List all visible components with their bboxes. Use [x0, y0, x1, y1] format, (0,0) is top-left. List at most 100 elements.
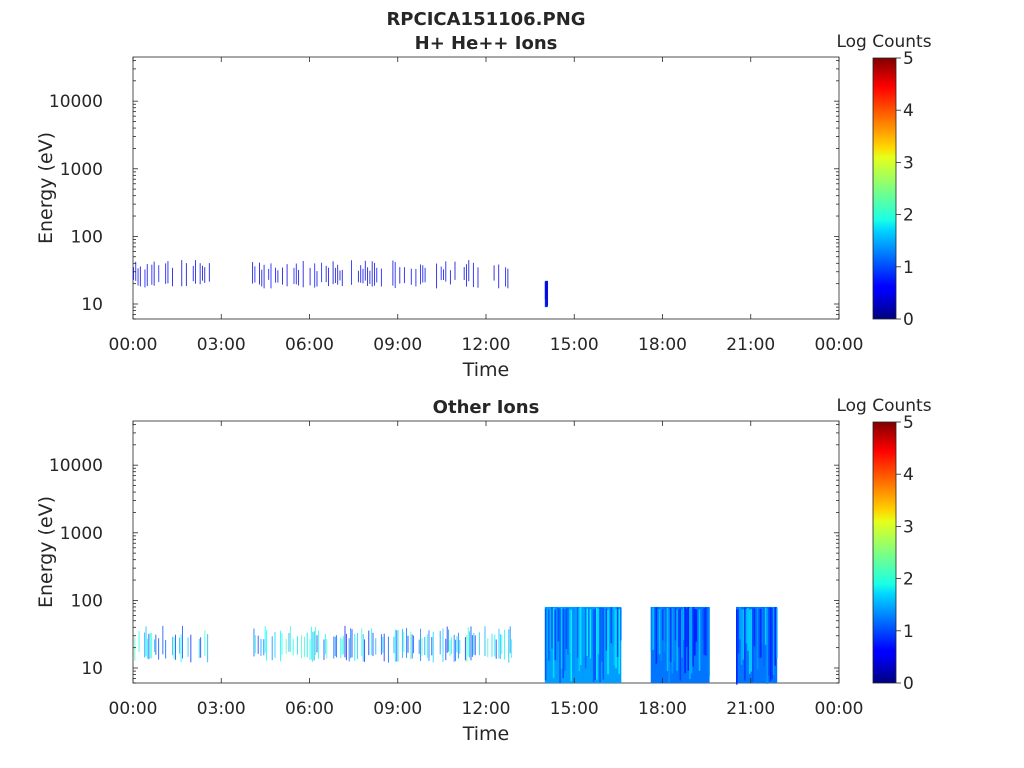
data-cell: [661, 609, 664, 641]
data-block: [544, 280, 549, 308]
data-cell: [567, 607, 569, 655]
data-cell: [498, 264, 500, 289]
data-cell: [681, 609, 683, 658]
data-cell: [687, 607, 690, 671]
data-cell: [761, 608, 764, 644]
data-cell: [596, 607, 598, 680]
data-cell: [445, 261, 447, 282]
data-cell: [364, 260, 366, 281]
data-cell: [494, 634, 496, 657]
data-cell: [167, 261, 169, 284]
data-cell: [464, 637, 466, 661]
data-cell: [399, 267, 401, 284]
colorbar-tick-label: 4: [903, 465, 914, 485]
data-cell: [158, 638, 160, 660]
data-cell: [456, 636, 458, 653]
data-cell: [257, 635, 259, 654]
data-cell: [133, 267, 134, 280]
data-cell: [448, 629, 450, 652]
data-cell: [446, 626, 448, 653]
colorbar-tick-label: 2: [903, 570, 914, 590]
y-axis-label: Energy (eV): [35, 132, 57, 244]
x-tick-label: 03:00: [197, 699, 246, 719]
data-cell: [343, 635, 345, 655]
x-tick-label: 15:00: [550, 699, 599, 719]
data-cell: [208, 263, 210, 282]
data-cell: [499, 634, 501, 660]
data-cell: [669, 608, 672, 662]
data-cell: [135, 261, 137, 281]
colorbar-tick-label: 1: [903, 258, 914, 278]
data-cell: [572, 607, 574, 673]
data-cell: [382, 636, 384, 653]
data-cell: [420, 264, 421, 285]
data-cell: [403, 631, 405, 653]
data-cell: [350, 628, 352, 659]
data-cell: [551, 607, 553, 649]
x-tick-label: 00:00: [109, 335, 158, 355]
data-cell: [468, 260, 470, 282]
data-cell: [498, 628, 500, 659]
data-cell: [277, 270, 279, 283]
data-cell: [613, 607, 616, 666]
data-cell: [697, 607, 699, 640]
data-cell: [449, 639, 451, 657]
data-cell: [263, 264, 265, 289]
data-cell: [504, 629, 506, 660]
data-cell: [374, 262, 375, 286]
data-cell: [467, 627, 469, 657]
data-cell: [689, 607, 691, 679]
colorbar-tick-label: 4: [903, 101, 914, 121]
data-cell: [588, 608, 590, 658]
x-ticks: 00:00 03:00 06:00 09:00 12:00 15:00 18:00 21:00…: [109, 57, 864, 355]
data-cell: [334, 636, 336, 657]
data-cell: [418, 639, 420, 654]
data-cell: [144, 632, 146, 658]
data-cell: [776, 608, 778, 659]
panel-title: Other Ions: [433, 397, 540, 418]
data-cell: [546, 609, 549, 659]
data-cell: [578, 607, 581, 672]
x-ticks: 00:00 03:00 06:00 09:00 12:00 15:00 18:00 21:00…: [109, 421, 864, 719]
data-cell: [260, 638, 262, 656]
data-cell: [413, 635, 415, 654]
heatmap-layer: [133, 260, 549, 308]
panel-other-ions: Other Ions 00:00 03:00 06:00 09:00 12:00 15:0…: [35, 396, 932, 745]
data-cell: [340, 637, 342, 659]
x-tick-label: 12:00: [462, 335, 511, 355]
data-cell: [314, 263, 316, 288]
data-cell: [309, 267, 311, 286]
data-cell: [139, 266, 141, 287]
data-cell: [610, 607, 613, 644]
data-cell: [376, 267, 378, 283]
data-cell: [682, 607, 685, 640]
data-cell: [344, 625, 346, 658]
data-cell: [427, 634, 429, 658]
data-cell: [760, 608, 762, 658]
data-cell: [505, 267, 507, 287]
data-cell: [615, 609, 617, 669]
data-cell: [772, 607, 775, 676]
data-cell: [259, 262, 260, 285]
data-block: [650, 606, 710, 683]
data-cell: [264, 626, 266, 653]
data-cell: [442, 628, 444, 662]
data-cell: [341, 269, 343, 287]
data-cell: [364, 639, 366, 662]
data-cell: [708, 607, 710, 677]
data-cell: [310, 626, 312, 660]
data-cell: [666, 607, 669, 672]
data-cell: [394, 261, 396, 289]
data-cell: [270, 263, 272, 289]
data-cell: [175, 634, 176, 660]
data-cell: [554, 609, 557, 661]
data-cell: [396, 630, 398, 662]
data-cell: [655, 607, 658, 664]
data-cell: [148, 633, 150, 660]
data-cell: [665, 608, 667, 643]
data-cell: [695, 609, 698, 642]
data-cell: [144, 269, 146, 288]
data-cell: [345, 633, 347, 661]
data-cell: [650, 608, 653, 653]
data-cell: [372, 632, 374, 657]
